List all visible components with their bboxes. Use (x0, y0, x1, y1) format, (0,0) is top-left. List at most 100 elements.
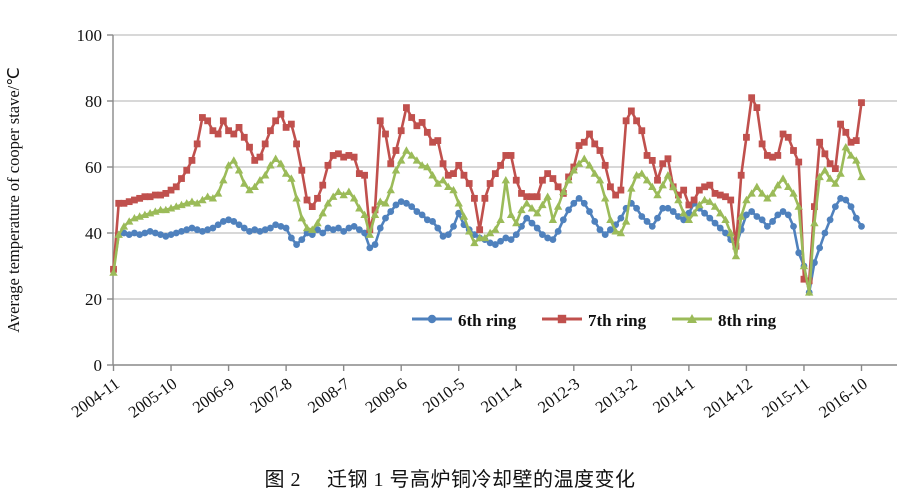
marker-square (507, 152, 515, 159)
marker-square (246, 143, 253, 151)
marker-triangle (407, 151, 416, 159)
marker-square (769, 153, 776, 161)
marker-square (826, 160, 834, 168)
marker-triangle (433, 179, 443, 187)
marker-circle (795, 249, 803, 257)
marker-square (199, 114, 206, 121)
marker-triangle (804, 288, 814, 296)
marker-circle (816, 244, 824, 252)
marker-square (397, 127, 405, 135)
marker-square (790, 147, 797, 154)
marker-square (272, 117, 280, 125)
marker-triangle (470, 238, 479, 247)
x-tick-label-2014-1: 2014-1 (649, 374, 698, 417)
marker-square (209, 127, 217, 135)
marker-square (157, 191, 164, 199)
marker-triangle (438, 176, 448, 184)
marker-square (852, 137, 860, 144)
marker-circle (429, 218, 436, 225)
series-8th-ring (109, 143, 866, 296)
marker-square (471, 194, 478, 202)
marker-circle (209, 224, 217, 232)
marker-circle (172, 229, 180, 237)
marker-triangle (391, 166, 401, 174)
marker-square (240, 133, 248, 141)
marker-square (141, 193, 149, 201)
marker-triangle (799, 261, 809, 270)
marker-triangle (710, 202, 720, 210)
marker-square (481, 194, 489, 202)
marker-circle (769, 218, 776, 225)
x-tick-label-2004-11: 2004-11 (68, 374, 123, 421)
legend-item-7th-ring: 7th ring (542, 311, 647, 330)
marker-circle (162, 232, 170, 240)
marker-circle (570, 199, 578, 207)
marker-triangle (485, 228, 495, 237)
marker-circle (382, 214, 389, 222)
marker-triangle (381, 199, 390, 207)
marker-circle (617, 214, 625, 222)
marker-triangle (695, 200, 704, 209)
marker-square (204, 117, 212, 125)
marker-square (162, 190, 170, 197)
marker-circle (293, 241, 300, 248)
figure-caption-text: 迁钢 1 号高炉铜冷却壁的温度变化 (327, 469, 636, 491)
marker-square (444, 171, 452, 179)
marker-triangle (276, 159, 286, 167)
marker-circle (831, 203, 839, 211)
marker-circle (403, 199, 410, 207)
marker-circle (151, 229, 159, 237)
marker-triangle (653, 190, 662, 199)
marker-triangle (459, 212, 469, 220)
legend-label-8th-ring: 8th ring (718, 311, 777, 330)
marker-circle (669, 208, 677, 215)
marker-square (842, 128, 850, 136)
marker-triangle (538, 200, 547, 209)
marker-square (557, 314, 567, 324)
marker-circle (842, 196, 850, 204)
marker-circle (136, 231, 144, 239)
marker-square (403, 104, 410, 111)
marker-square (131, 196, 138, 204)
marker-circle (408, 203, 416, 211)
y-tick-label-40: 40 (85, 224, 102, 243)
marker-square (847, 138, 855, 146)
marker-square (774, 152, 782, 159)
marker-circle (413, 208, 421, 215)
marker-square (136, 194, 144, 202)
marker-triangle (726, 228, 735, 237)
marker-circle (533, 224, 541, 232)
marker-triangle (255, 176, 265, 184)
marker-square (340, 153, 348, 161)
marker-square (732, 242, 740, 250)
marker-circle (272, 221, 280, 229)
x-tick-label-2014-12: 2014-12 (700, 374, 756, 422)
marker-circle (287, 234, 295, 242)
marker-square (627, 107, 635, 115)
x-tick-label-2009-6: 2009-6 (362, 374, 411, 417)
marker-circle (335, 224, 342, 232)
marker-circle (685, 209, 693, 217)
marker-square (533, 193, 541, 201)
marker-circle (659, 204, 667, 212)
marker-square (465, 180, 473, 187)
marker-triangle (192, 199, 202, 207)
marker-triangle (595, 176, 605, 184)
marker-square (439, 160, 447, 168)
marker-triangle (491, 225, 500, 233)
marker-triangle (365, 230, 375, 238)
marker-square (779, 130, 787, 138)
marker-triangle (810, 218, 819, 227)
marker-triangle (731, 251, 741, 260)
marker-circle (397, 198, 405, 206)
marker-circle (240, 224, 248, 232)
marker-square (549, 175, 557, 182)
marker-square (748, 94, 756, 102)
marker-triangle (245, 185, 254, 194)
marker-square (434, 137, 442, 144)
marker-triangle (721, 215, 730, 223)
marker-square (382, 130, 389, 138)
y-tick-label-0: 0 (94, 356, 103, 375)
